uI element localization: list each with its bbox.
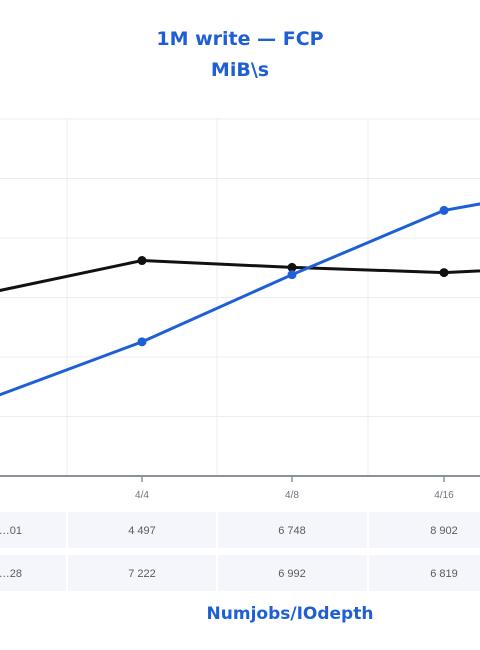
data-point: [439, 205, 449, 215]
data-point: [287, 270, 297, 280]
table-row: [0, 555, 480, 591]
x-tick-label: 4/8: [285, 490, 299, 501]
data-point: [287, 262, 297, 272]
chart-subtitle: MiB\s: [210, 59, 270, 81]
table-cell-value: …28: [0, 568, 22, 580]
series-line: [0, 259, 480, 292]
table-cell-value: 6 748: [278, 525, 306, 537]
data-point: [137, 256, 147, 266]
data-point: [439, 268, 449, 278]
table-cell-value: 6 819: [430, 568, 458, 580]
data-point: [137, 337, 147, 347]
x-tick-label: 4/16: [434, 490, 454, 501]
x-tick-label: 4/4: [135, 490, 149, 501]
table-cell-value: 6 992: [278, 568, 306, 580]
table-row: [0, 512, 480, 548]
table-cell-value: …01: [0, 525, 22, 537]
series-line: [0, 202, 480, 397]
table-cell-value: 8 902: [430, 525, 458, 537]
table-cell-value: 7 222: [128, 568, 156, 580]
x-axis-label: Numjobs/IOdepth: [206, 604, 374, 624]
table-cell-value: 4 497: [128, 525, 156, 537]
chart-title: 1M write — FCP: [156, 28, 324, 50]
